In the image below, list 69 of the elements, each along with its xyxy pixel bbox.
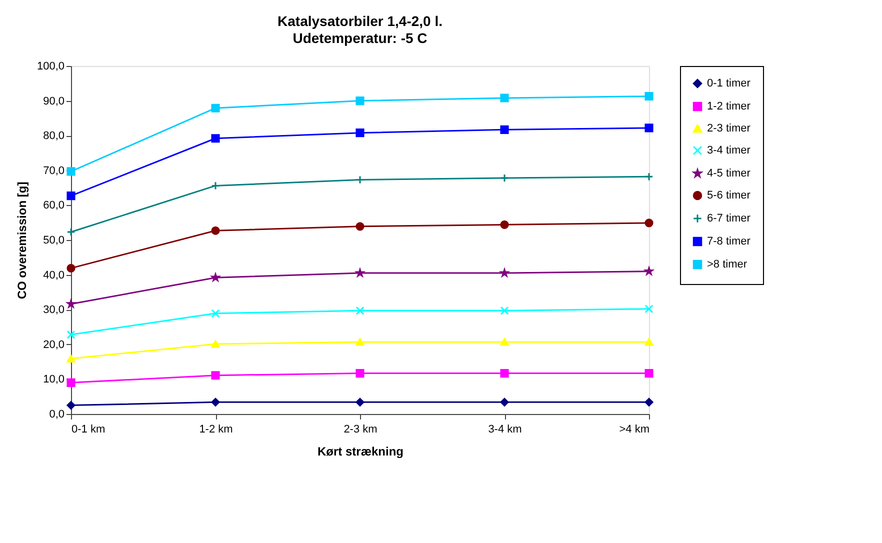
x-axis-title: Kørt strækning [317,444,404,458]
chart-subtitle: Udetemperatur: -5 C [292,30,428,46]
point [66,354,76,362]
point [644,369,654,378]
point [644,338,654,346]
point [66,330,76,339]
legend-label: 5-6 timer [707,190,751,202]
point [66,167,76,176]
point [356,176,364,184]
point [211,309,220,318]
legend-label: 0-1 timer [707,78,751,90]
legend-label: >8 timer [707,258,748,270]
point [644,124,654,132]
x-tick-label: >4 km [619,424,650,436]
legend-label: 7-8 timer [707,236,751,248]
point [356,338,364,346]
y-tick-label: 20,0 [43,338,64,351]
point [211,181,220,190]
y-tick-label: 70,0 [43,164,64,177]
legend-label: 1-2 timer [707,100,751,112]
point [211,226,220,235]
y-tick-label: 100,0 [36,60,64,72]
point [500,369,509,378]
point [500,398,509,406]
y-tick-label: 30,0 [43,304,64,316]
point [356,128,364,138]
point [211,398,220,406]
legend-label: 4-5 timer [707,168,751,180]
y-axis-title: CO overemission [g] [14,182,29,300]
point [500,125,509,134]
point [211,371,220,380]
x-tick-label: 2-3 km [344,424,378,436]
point [500,220,509,229]
point [644,398,654,406]
point [500,174,509,182]
point [500,94,509,102]
point [356,398,364,406]
point [211,134,220,143]
y-tick-label: 0,0 [49,408,64,420]
point [66,264,76,272]
y-tick-label: 90,0 [43,95,64,108]
legend-label: 2-3 timer [707,122,751,134]
y-tick-label: 50,0 [43,234,64,246]
point [500,306,509,315]
point [66,192,76,200]
y-tick-label: 80,0 [43,130,64,142]
point [644,172,654,181]
y-tick-label: 10,0 [43,374,64,386]
point [66,228,76,236]
point [644,218,654,228]
x-tick-label: 0-1 km [72,424,106,436]
point [66,401,76,410]
x-tick-label: 3-4 km [488,424,522,436]
legend-label: 3-4 timer [707,144,751,156]
legend-label: 6-7 timer [707,212,751,224]
point [356,222,364,231]
point [211,340,220,348]
point [644,92,654,101]
y-tick-label: 40,0 [43,269,64,282]
point [211,104,220,112]
point [66,378,76,387]
chart-title: Katalysatorbiler 1,4-2,0 l. [278,13,442,29]
x-tick-label: 1-2 km [199,424,233,436]
point [356,96,364,106]
point [644,304,654,314]
point [356,306,364,315]
point [500,338,509,346]
y-tick-label: 60,0 [43,200,64,212]
point [356,369,364,378]
